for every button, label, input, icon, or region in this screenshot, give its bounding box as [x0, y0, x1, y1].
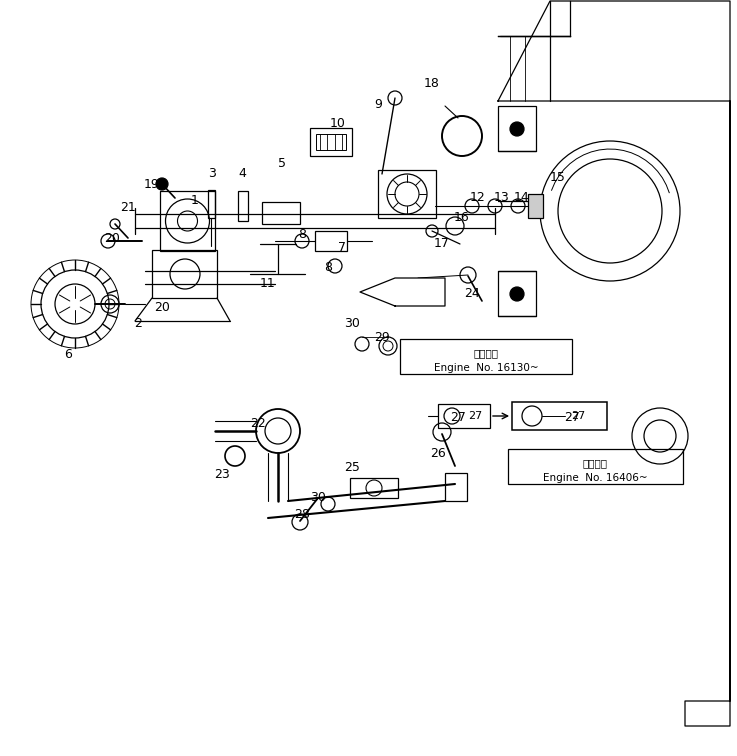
Text: 17: 17: [434, 237, 450, 250]
Polygon shape: [360, 278, 445, 306]
Text: 24: 24: [464, 287, 480, 300]
Bar: [400, 339, 572, 374]
Text: 5: 5: [278, 157, 286, 171]
Bar: [498, 271, 536, 316]
Text: 27: 27: [564, 411, 580, 425]
Text: 22: 22: [250, 417, 266, 430]
Bar: [310, 128, 352, 156]
Text: 27: 27: [571, 411, 585, 421]
Text: 19: 19: [144, 178, 160, 191]
Text: 18: 18: [424, 78, 440, 91]
Text: 30: 30: [413, 287, 427, 297]
Bar: [528, 194, 543, 218]
Text: 23: 23: [214, 467, 230, 481]
Text: 1: 1: [191, 194, 199, 207]
Text: 15: 15: [550, 172, 566, 184]
Text: 適用号機: 適用号機: [473, 348, 498, 358]
Text: 16: 16: [454, 212, 470, 225]
Text: 26: 26: [430, 448, 446, 460]
Text: 2: 2: [134, 318, 142, 330]
Text: 10: 10: [330, 117, 346, 131]
Text: 14: 14: [514, 191, 530, 205]
Text: 8: 8: [298, 228, 306, 240]
Circle shape: [510, 287, 524, 301]
Text: 11: 11: [260, 277, 276, 290]
Text: 20: 20: [154, 302, 170, 314]
Bar: [512, 402, 607, 430]
Bar: [445, 473, 467, 501]
Bar: [378, 170, 436, 218]
Text: 3: 3: [208, 168, 216, 181]
Bar: [262, 202, 300, 224]
Text: 13: 13: [494, 191, 510, 205]
Text: 9: 9: [374, 98, 382, 110]
Text: 30: 30: [404, 292, 420, 305]
Bar: [160, 191, 215, 251]
Bar: [315, 231, 347, 251]
Circle shape: [510, 122, 524, 136]
Text: Engine  No. 16406~: Engine No. 16406~: [542, 473, 647, 483]
Text: 25: 25: [344, 461, 360, 475]
Text: 20: 20: [104, 231, 120, 244]
Text: 28: 28: [294, 507, 310, 520]
Text: Engine  No. 16130~: Engine No. 16130~: [433, 363, 538, 373]
Text: 29: 29: [374, 331, 390, 345]
Text: 4: 4: [238, 168, 246, 181]
Text: 30: 30: [310, 491, 326, 504]
Text: 27: 27: [468, 411, 482, 421]
Bar: [508, 449, 683, 484]
Text: 27: 27: [450, 411, 466, 425]
Circle shape: [156, 178, 168, 190]
Text: 21: 21: [120, 202, 136, 215]
Text: 適用号機: 適用号機: [582, 458, 607, 468]
Text: 6: 6: [64, 348, 72, 361]
Text: 30: 30: [344, 318, 360, 330]
Text: 12: 12: [470, 191, 486, 205]
Bar: [350, 478, 398, 498]
Bar: [208, 190, 215, 218]
Bar: [238, 191, 248, 221]
Text: 7: 7: [338, 241, 346, 255]
Bar: [152, 250, 217, 298]
Text: 8: 8: [324, 262, 332, 274]
Bar: [498, 106, 536, 151]
Bar: [438, 404, 490, 428]
Bar: [316, 134, 346, 150]
